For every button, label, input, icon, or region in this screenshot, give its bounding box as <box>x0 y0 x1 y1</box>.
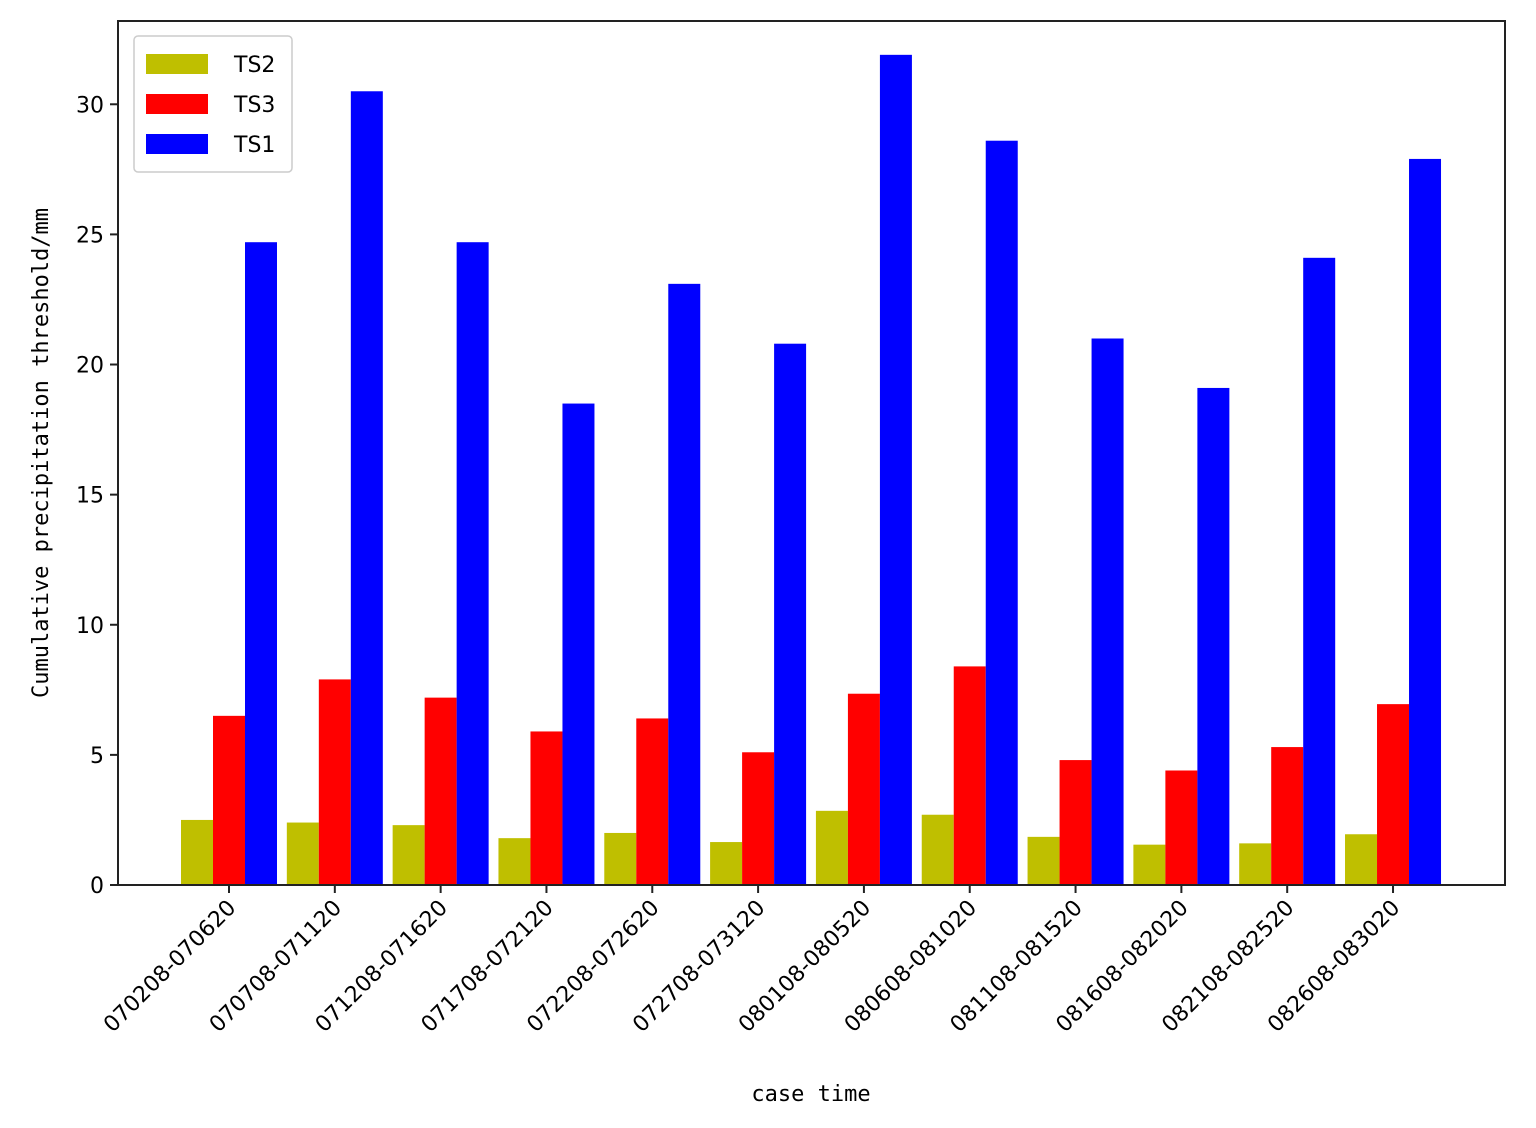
bar-ts3-1 <box>318 679 351 885</box>
legend-swatch-ts1 <box>146 134 208 154</box>
x-axis: 070208-070620070708-071120071208-0716200… <box>99 885 1405 1038</box>
bar-ts2-1 <box>286 822 319 885</box>
bar-ts2-3 <box>498 838 531 885</box>
bar-ts2-7 <box>921 814 954 885</box>
bar-ts1-2 <box>456 242 489 885</box>
legend: TS2 TS3 TS1 <box>133 35 293 173</box>
bar-ts1-7 <box>985 140 1018 886</box>
bar-ts3-8 <box>1059 760 1092 885</box>
legend-label-ts3: TS3 <box>233 93 275 118</box>
y-axis: 0 5 10 15 20 25 30 <box>76 93 118 899</box>
bar-ts1-4 <box>668 283 701 885</box>
bar-ts2-6 <box>815 810 848 885</box>
bar-ts3-11 <box>1377 704 1410 885</box>
bar-ts1-10 <box>1303 257 1336 885</box>
y-tick-label-2: 10 <box>76 614 104 639</box>
bar-ts3-4 <box>636 718 669 885</box>
legend-label-ts1: TS1 <box>233 133 275 158</box>
bar-ts2-8 <box>1027 836 1060 885</box>
y-axis-title: Cumulative precipitation threshold/mm <box>29 208 54 698</box>
bar-ts3-3 <box>530 731 563 885</box>
bar-ts1-3 <box>562 403 595 885</box>
bar-ts3-0 <box>213 715 245 885</box>
plot-frame <box>117 20 1506 886</box>
bar-ts2-5 <box>710 842 743 885</box>
y-tick-label-3: 15 <box>76 484 104 509</box>
bar-ts3-10 <box>1271 747 1304 885</box>
bar-ts3-7 <box>953 666 986 885</box>
bar-ts2-4 <box>604 832 637 885</box>
y-tick-label-0: 0 <box>90 874 104 899</box>
x-axis-title: case time <box>751 1082 870 1107</box>
bar-ts2-9 <box>1133 844 1166 885</box>
bar-ts3-5 <box>742 752 775 885</box>
bar-ts2-2 <box>392 825 425 885</box>
y-tick-label-1: 5 <box>90 744 104 769</box>
bar-ts3-6 <box>847 693 880 885</box>
bar-ts1-5 <box>774 343 807 885</box>
bar-ts3-9 <box>1165 770 1198 885</box>
bar-ts1-11 <box>1409 158 1442 885</box>
bar-ts2-11 <box>1345 834 1378 885</box>
bar-ts1-9 <box>1197 387 1230 885</box>
bars-layer <box>181 54 1442 886</box>
bar-ts1-0 <box>245 242 277 885</box>
bar-ts1-1 <box>350 91 383 885</box>
y-tick-label-5: 25 <box>76 223 104 248</box>
bar-ts2-0 <box>181 819 213 885</box>
y-tick-label-4: 20 <box>76 354 104 379</box>
legend-swatch-ts3 <box>146 94 208 114</box>
legend-label-ts2: TS2 <box>233 53 275 78</box>
y-tick-label-6: 30 <box>76 93 104 118</box>
bar-ts1-8 <box>1091 338 1124 885</box>
bar-ts3-2 <box>424 697 457 885</box>
bar-ts1-6 <box>879 54 912 886</box>
bar-ts2-10 <box>1239 843 1272 885</box>
legend-swatch-ts2 <box>146 54 208 74</box>
